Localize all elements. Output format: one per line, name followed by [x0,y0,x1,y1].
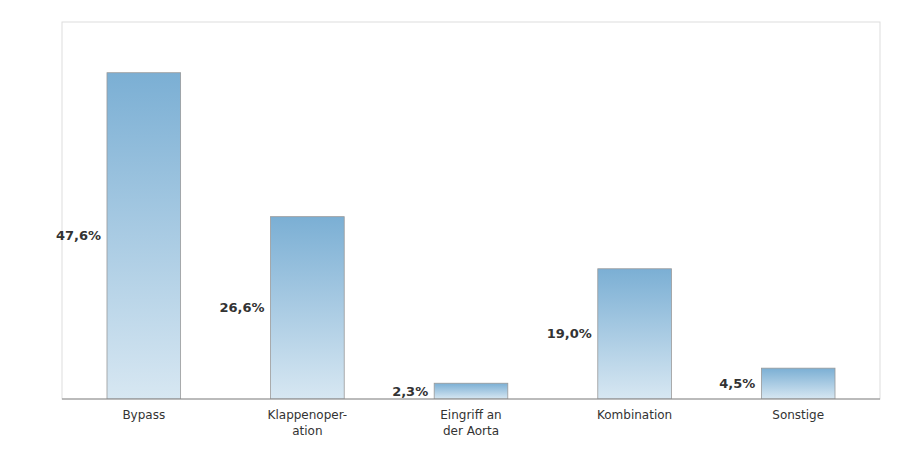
x-tick-label-line: Sonstige [772,408,824,422]
chart-container: 47,6% 26,6% 2,3% 19,0% 4,5% Bypass Klappenoper… [0,0,900,471]
data-label: 26,6% [219,300,264,315]
x-tick-label: Bypass [122,408,165,422]
x-tick-label-line: Kombination [597,408,672,422]
data-label: 4,5% [719,376,755,391]
x-tick-label: Eingriff an der Aorta [440,408,501,438]
data-label: 2,3% [392,384,428,399]
data-label: 47,6% [56,228,101,243]
x-tick-label-line: der Aorta [443,424,499,438]
x-tick-label-line: Eingriff an [440,408,501,422]
x-tick-label-line: Klappenoper- [268,408,348,422]
baseline [62,398,880,399]
plot-frame [62,22,880,399]
x-tick-label: Sonstige [772,408,824,422]
x-tick-label-line: ation [292,424,322,438]
x-tick-label-line: Bypass [122,408,165,422]
bar [761,368,835,399]
x-tick-label: Klappenoper-ation [268,408,348,438]
bar [598,269,672,399]
x-tick-label: Kombination [597,408,672,422]
x-tick-labels: Bypass Klappenoper-ation Eingriff an der Ao… [122,408,824,438]
bars [107,73,835,399]
bar [434,383,508,399]
bar [271,217,345,399]
data-labels: 47,6% 26,6% 2,3% 19,0% 4,5% [56,228,756,398]
data-label: 19,0% [547,326,592,341]
bar [107,73,181,399]
chart-svg: 47,6% 26,6% 2,3% 19,0% 4,5% Bypass Klappenoper… [0,0,900,471]
